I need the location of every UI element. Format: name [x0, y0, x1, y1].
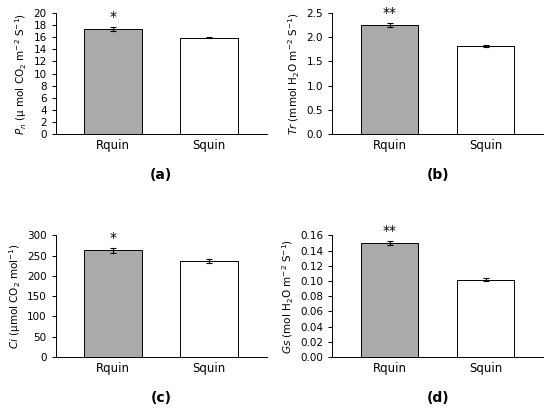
Text: **: ** [383, 224, 397, 238]
Bar [457, 46, 514, 134]
Text: *: * [109, 10, 117, 24]
Y-axis label: $Ci$ (μmol CO$_2$ mol$^{-1}$): $Ci$ (μmol CO$_2$ mol$^{-1}$) [7, 243, 23, 349]
Bar [180, 261, 238, 357]
Bar [180, 38, 238, 134]
Text: (a): (a) [150, 168, 172, 182]
Y-axis label: $Gs$ (mol H$_2$O m$^{-2}$ S$^{-1}$): $Gs$ (mol H$_2$O m$^{-2}$ S$^{-1}$) [280, 239, 296, 354]
Bar [361, 243, 419, 357]
Text: (d): (d) [426, 391, 449, 405]
Text: *: * [109, 230, 117, 245]
Bar [361, 25, 419, 134]
Text: (b): (b) [426, 168, 449, 182]
Y-axis label: $Tr$ (mmol H$_2$O m$^{-2}$ S$^{-1}$): $Tr$ (mmol H$_2$O m$^{-2}$ S$^{-1}$) [287, 13, 303, 135]
Bar [457, 279, 514, 357]
Y-axis label: $P_n$ (μ mol CO$_2$ m$^{-2}$ S$^{-1}$): $P_n$ (μ mol CO$_2$ m$^{-2}$ S$^{-1}$) [13, 13, 29, 134]
Bar [85, 29, 142, 134]
Bar [85, 251, 142, 357]
Text: (c): (c) [151, 391, 172, 405]
Text: **: ** [383, 5, 397, 20]
